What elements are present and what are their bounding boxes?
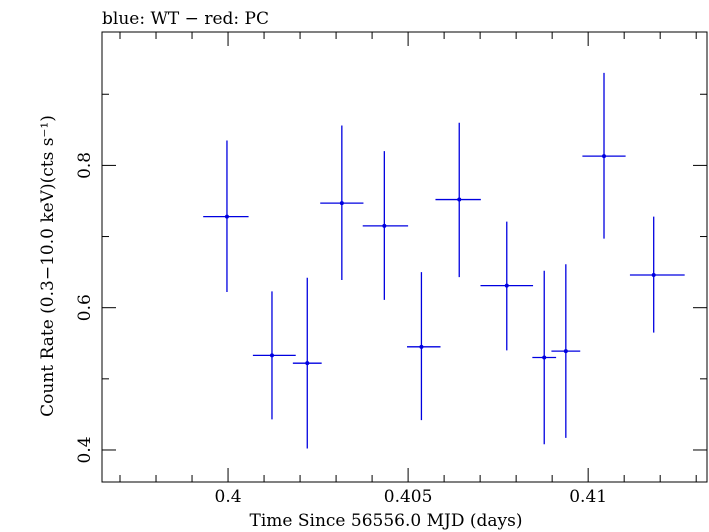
x-tick-label: 0.405: [384, 487, 433, 507]
data-point: [629, 216, 685, 333]
point-marker: [602, 154, 607, 159]
y-tick-label: 0.4: [75, 436, 95, 463]
data-point: [362, 151, 409, 300]
point-marker: [457, 197, 462, 202]
point-marker: [563, 349, 568, 354]
data-point: [582, 72, 626, 239]
data-point: [203, 140, 249, 293]
axis-ticks: [102, 32, 707, 482]
data-point: [532, 270, 557, 445]
point-marker: [305, 361, 310, 366]
chart-title: blue: WT − red: PC: [102, 9, 269, 29]
data-point: [252, 291, 296, 420]
point-marker: [339, 201, 344, 206]
point-marker: [504, 283, 509, 288]
x-axis-label: Time Since 56556.0 MJD (days): [250, 511, 523, 531]
plot-frame: [101, 31, 708, 483]
x-tick-label: 0.41: [569, 487, 607, 507]
data-points: [203, 72, 685, 449]
data-point: [407, 272, 441, 421]
point-marker: [419, 344, 424, 349]
point-marker: [542, 355, 547, 360]
point-marker: [269, 353, 274, 358]
y-tick-label: 0.8: [75, 152, 95, 179]
point-marker: [382, 223, 387, 228]
point-marker: [651, 272, 656, 277]
data-point: [551, 264, 581, 438]
x-tick-label: 0.4: [215, 487, 242, 507]
axis-tick-labels: 0.4 0.405 0.41 0.4 0.6 0.8: [75, 152, 607, 507]
data-point: [435, 122, 481, 278]
y-tick-label: 0.6: [75, 294, 95, 321]
data-point: [480, 221, 534, 351]
data-point: [292, 277, 322, 449]
y-axis-label: Count Rate (0.3−10.0 keV)(cts s⁻¹): [38, 115, 58, 417]
point-marker: [224, 214, 229, 219]
data-point: [320, 125, 364, 280]
